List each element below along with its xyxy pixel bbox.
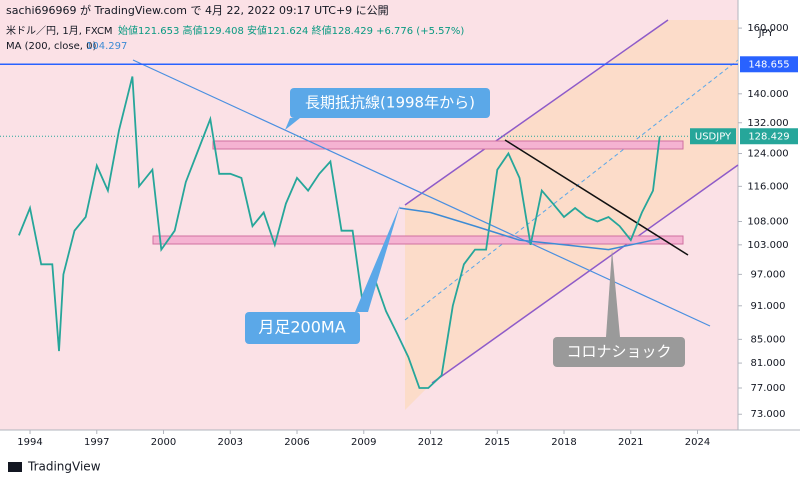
x-tick-label: 2000 <box>151 437 176 448</box>
zone-upper <box>212 140 684 150</box>
x-tick-label: 2024 <box>685 437 710 448</box>
y-tick-label: 81.000 <box>751 358 786 369</box>
trend-line <box>504 139 689 256</box>
y-tick-label: 140.000 <box>747 89 788 100</box>
last-price-label: 128.429 <box>748 131 789 142</box>
callout-box <box>553 337 685 367</box>
annotation: 月足200MA <box>258 318 345 337</box>
channel-fill <box>405 20 738 410</box>
x-tick-label: 2015 <box>485 437 510 448</box>
last-price-tag <box>740 128 798 145</box>
y-tick-label: 160.000 <box>747 23 788 34</box>
x-tick-label: 2021 <box>618 437 643 448</box>
publisher: sachi696969 が TradingView.com で 4月 22, 2… <box>6 3 389 17</box>
annotation: コロナショック <box>566 343 671 361</box>
y-tick-label: 85.000 <box>751 334 786 345</box>
series-line <box>18 76 661 389</box>
hline-tag <box>740 56 798 73</box>
callout-box <box>245 312 360 344</box>
y-tick-label: 108.000 <box>747 217 788 228</box>
legend-ma-value: 104.297 <box>86 41 127 52</box>
x-tick-label: 2012 <box>418 437 443 448</box>
currency: JPY <box>758 28 775 39</box>
symbol-tag <box>690 128 736 145</box>
annotation: 長期抵抗線(1998年から) <box>305 94 475 112</box>
callout-pointer <box>285 118 300 130</box>
symbol-label: USDJPY <box>695 131 732 142</box>
y-tick-label: 91.000 <box>751 301 786 312</box>
brand: TradingView <box>27 460 101 474</box>
y-tick-label: 97.000 <box>751 269 786 280</box>
x-tick-label: 2018 <box>551 437 576 448</box>
callout-pointer <box>355 205 400 312</box>
ohlc: 始値121.653 高値129.408 安値121.624 終値128.429 … <box>118 24 464 37</box>
x-tick-label: 2003 <box>218 437 243 448</box>
y-tick-label: 116.000 <box>747 181 788 192</box>
y-tick-label: 132.000 <box>747 118 788 129</box>
callout-box <box>290 88 490 118</box>
hline-label: 148.655 <box>748 59 789 70</box>
series-line <box>399 207 660 251</box>
y-tick-label: 73.000 <box>751 409 786 420</box>
channel-lower <box>431 164 739 384</box>
x-tick-label: 1997 <box>84 437 109 448</box>
x-tick-label: 2006 <box>284 437 309 448</box>
zone-lower <box>152 235 684 245</box>
brand-logo <box>8 462 22 472</box>
x-tick-label: 1994 <box>17 437 42 448</box>
y-tick-label: 103.000 <box>747 240 788 251</box>
callout-pointer <box>606 250 620 337</box>
legend-ma: MA (200, close, 0) <box>6 41 96 52</box>
y-tick-label: 124.000 <box>747 149 788 160</box>
y-tick-label: 77.000 <box>751 383 786 394</box>
x-tick-label: 2009 <box>351 437 376 448</box>
symbol: 米ドル／円, 1月, FXCM <box>6 24 113 37</box>
channel-upper <box>404 19 669 206</box>
